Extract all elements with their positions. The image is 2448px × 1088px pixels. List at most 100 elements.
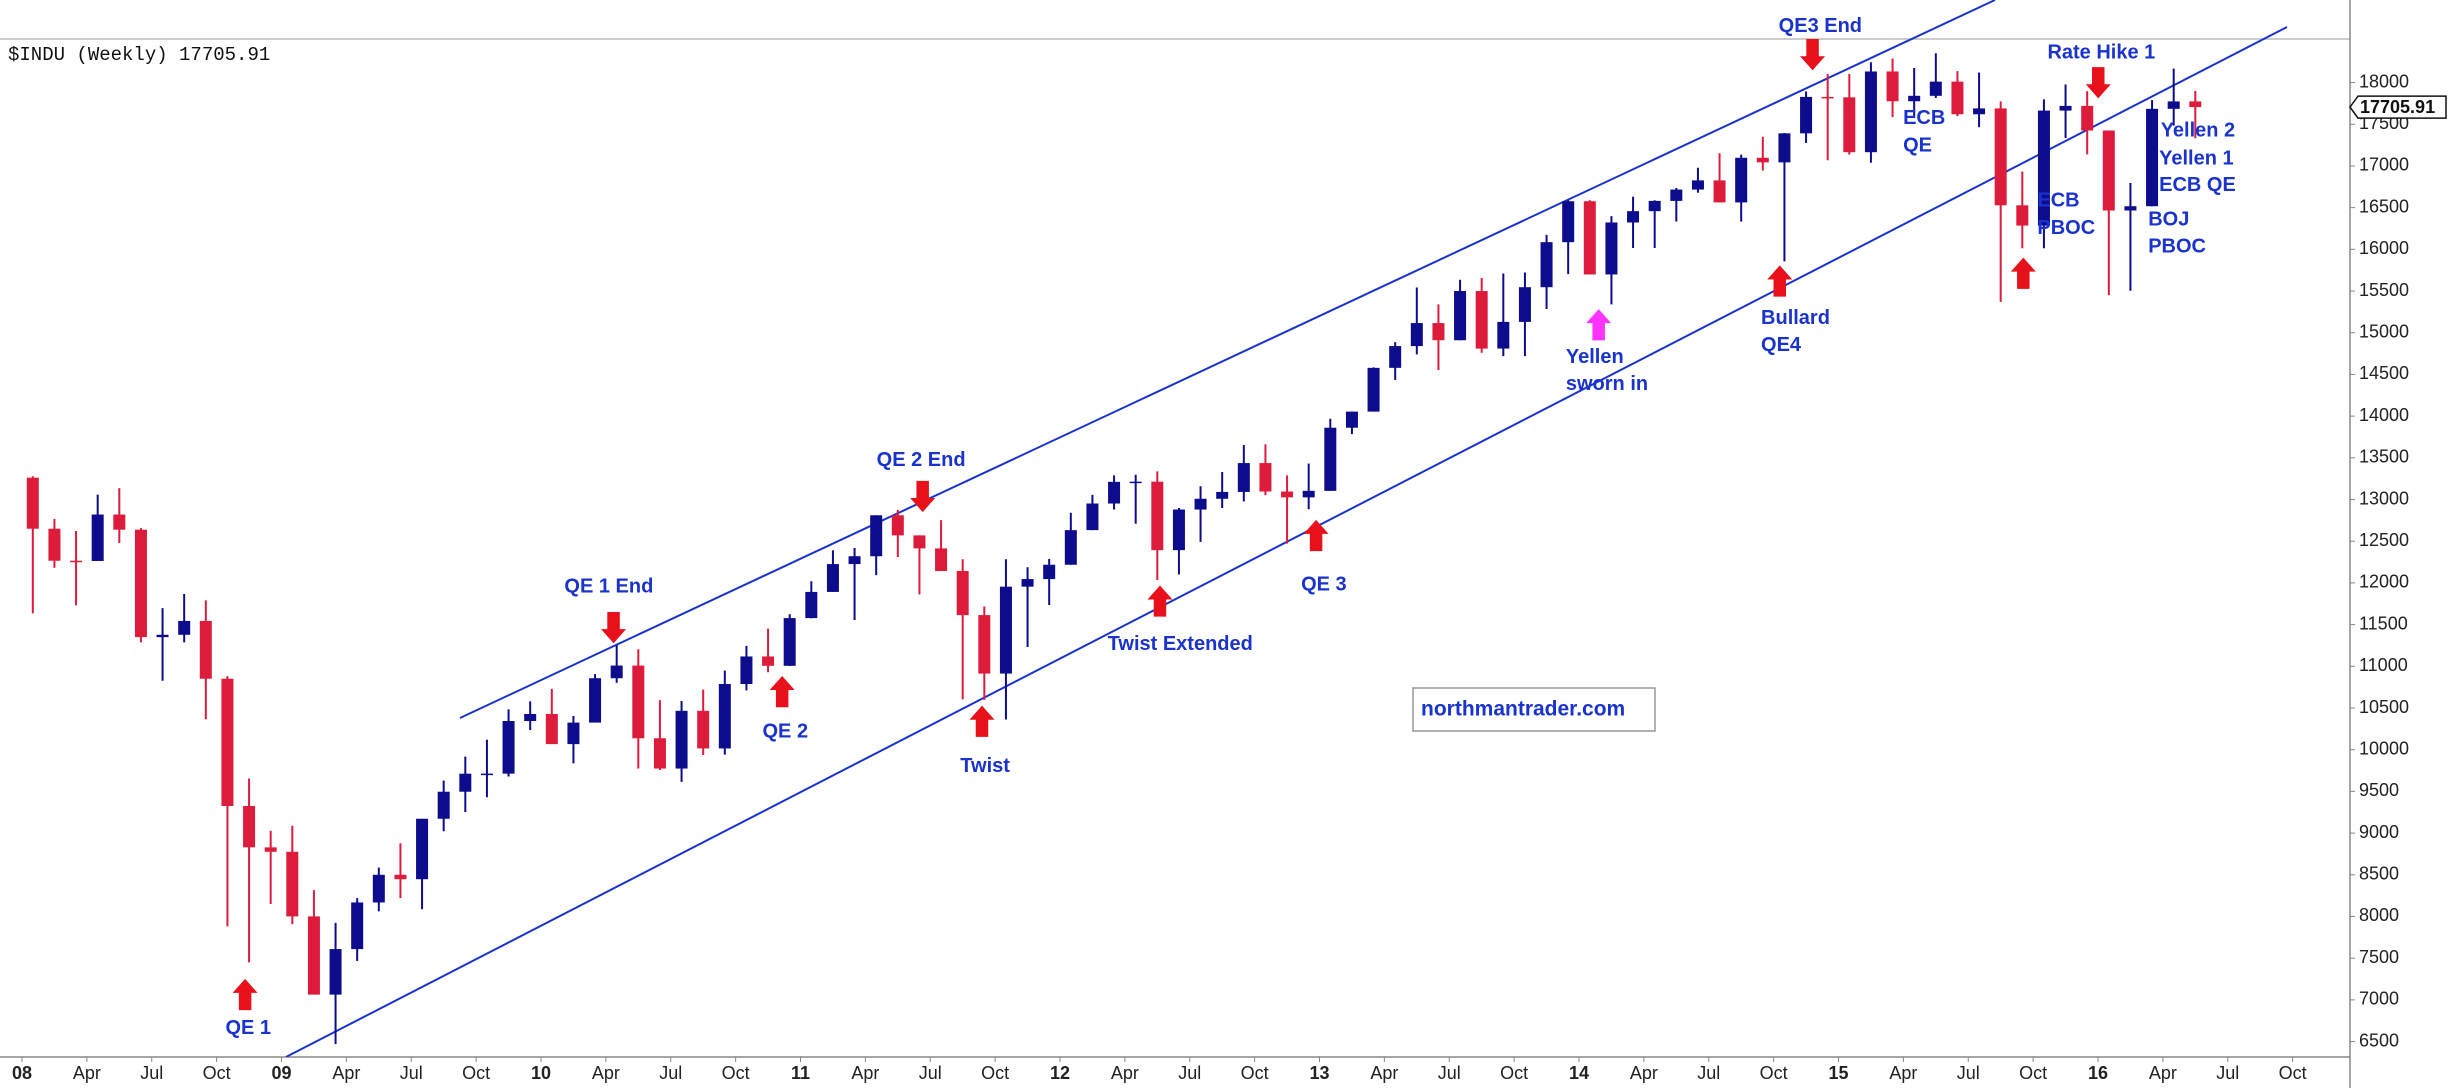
- y-tick-label: 11500: [2359, 613, 2408, 633]
- candle-body: [1021, 579, 1034, 587]
- candle-body: [1064, 530, 1077, 565]
- candle-body: [762, 656, 775, 666]
- candle-body: [826, 564, 839, 592]
- y-tick-label: 13500: [2359, 447, 2409, 467]
- chart-title: $INDU (Weekly) 17705.91: [8, 44, 270, 66]
- candle-body: [199, 620, 212, 679]
- candle-body: [1389, 346, 1402, 368]
- annotation: PBOC: [2148, 236, 2206, 258]
- candle-body: [653, 738, 666, 769]
- candle-body: [48, 528, 61, 561]
- y-tick-label: 12000: [2359, 572, 2409, 592]
- annotation-arrow: [1147, 585, 1173, 617]
- candle-body: [1518, 287, 1531, 322]
- candle-body: [589, 678, 602, 723]
- x-tick-label: 10: [531, 1063, 551, 1083]
- x-tick-label: Jul: [1697, 1063, 1720, 1083]
- annotation-arrow: [910, 480, 936, 513]
- annotation: ECB: [2037, 190, 2079, 212]
- candle-body: [1778, 133, 1791, 163]
- y-tick-label: 10500: [2359, 697, 2409, 717]
- candle-body: [870, 515, 883, 557]
- annotation: Twist: [960, 755, 1010, 777]
- y-tick-label: 10000: [2359, 738, 2409, 758]
- y-tick-label: 7000: [2359, 989, 2399, 1009]
- candle-body: [437, 791, 450, 819]
- candle-body: [697, 710, 710, 749]
- candle-body: [805, 591, 818, 619]
- x-tick-label: 08: [12, 1063, 32, 1083]
- y-tick-label: 9500: [2359, 780, 2399, 800]
- candle-body: [1086, 503, 1099, 531]
- candle-body: [372, 874, 385, 903]
- annotation-arrow: [1586, 309, 1612, 341]
- annotation-arrow: [1303, 519, 1329, 552]
- candle-body: [2037, 110, 2050, 226]
- annotation: Yellen: [1566, 346, 1624, 368]
- annotation: Twist Extended: [1108, 633, 1253, 655]
- candle-body: [2081, 105, 2094, 131]
- x-tick-label: Apr: [592, 1063, 620, 1083]
- annotation: QE 2 End: [877, 449, 966, 471]
- candle-body: [1259, 463, 1272, 492]
- x-tick-label: 16: [2088, 1063, 2108, 1083]
- candle-body: [113, 514, 126, 530]
- candle-body: [2167, 101, 2180, 109]
- x-tick-label: Oct: [722, 1063, 750, 1083]
- x-tick-label: Jul: [400, 1063, 423, 1083]
- candle-body: [1367, 367, 1380, 412]
- candle-body: [675, 710, 688, 769]
- annotation: Rate Hike 1: [2047, 41, 2155, 63]
- candle-body: [2016, 205, 2029, 226]
- y-tick-label: 8500: [2359, 864, 2399, 884]
- candle-body: [913, 535, 926, 549]
- candle-body: [783, 618, 796, 666]
- candle-body: [1237, 463, 1250, 492]
- x-tick-label: Jul: [1178, 1063, 1201, 1083]
- candle-body: [1497, 321, 1510, 349]
- candles: [26, 53, 2202, 1045]
- candle-body: [1454, 291, 1467, 341]
- x-tick-label: 11: [791, 1063, 810, 1083]
- candle-body: [1800, 96, 1813, 134]
- x-tick-label: Apr: [851, 1063, 879, 1083]
- annotation-arrow: [2085, 67, 2111, 99]
- candle-body: [416, 818, 429, 880]
- candle-body: [1043, 564, 1056, 580]
- x-tick-label: Oct: [2279, 1063, 2307, 1083]
- candle-body: [1929, 81, 1942, 96]
- candle-body: [1908, 95, 1921, 102]
- y-tick-label: 16500: [2359, 196, 2409, 216]
- y-tick-label: 6500: [2359, 1030, 2399, 1050]
- candle-body: [1951, 81, 1964, 115]
- candle-body: [264, 847, 277, 852]
- x-tick-label: Jul: [1438, 1063, 1461, 1083]
- x-tick-label: Oct: [203, 1063, 231, 1083]
- candle-body: [394, 874, 407, 880]
- candle-body: [91, 514, 104, 561]
- candle-body: [1648, 200, 1661, 212]
- candle-body: [545, 714, 558, 745]
- annotation: sworn in: [1566, 373, 1648, 395]
- candle-body: [2124, 206, 2137, 211]
- annotation: ECB: [1903, 107, 1945, 129]
- candle-body: [1821, 96, 1834, 99]
- candle-body: [524, 714, 537, 722]
- y-tick-label: 12500: [2359, 530, 2409, 550]
- annotation-arrow: [1767, 265, 1793, 297]
- price-tag: 17705.91: [2360, 97, 2435, 117]
- y-tick-label: 8000: [2359, 905, 2399, 925]
- candle-body: [1994, 108, 2007, 206]
- x-tick-label: 09: [271, 1063, 291, 1083]
- x-tick-label: Jul: [919, 1063, 942, 1083]
- x-tick-label: Jul: [1957, 1063, 1980, 1083]
- candle-body: [1670, 189, 1683, 201]
- candle-body: [1108, 481, 1121, 504]
- annotation-arrow: [769, 675, 795, 708]
- y-tick-label: 17000: [2359, 155, 2409, 175]
- candle-body: [1281, 491, 1294, 498]
- candle-body: [480, 773, 493, 776]
- annotation: PBOC: [2037, 217, 2095, 239]
- candle-body: [632, 665, 645, 739]
